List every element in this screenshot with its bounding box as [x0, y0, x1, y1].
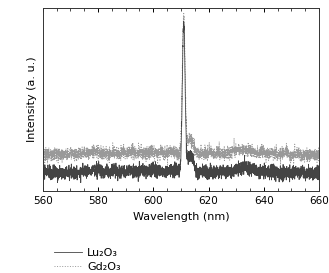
Lu₂O₃ [41, 167, 45, 170]
Lu₂O₃ [159, 173, 163, 177]
Gd₂O₃ [317, 151, 321, 154]
Lu₂O₃ [312, 173, 316, 176]
Gd₂O₃ [165, 163, 169, 167]
Gd₂O₃ [147, 151, 151, 154]
Gd₂O₃ [182, 11, 186, 14]
Gd₂O₃ [72, 153, 76, 156]
Legend: Lu₂O₃, Gd₂O₃: Lu₂O₃, Gd₂O₃ [54, 248, 121, 272]
Line: Gd₂O₃: Gd₂O₃ [43, 12, 319, 165]
Lu₂O₃ [89, 168, 93, 171]
Gd₂O₃ [312, 153, 316, 156]
Gd₂O₃ [89, 150, 93, 153]
Gd₂O₃ [41, 150, 45, 153]
X-axis label: Wavelength (nm): Wavelength (nm) [133, 212, 229, 221]
Lu₂O₃ [79, 181, 83, 184]
Line: Lu₂O₃: Lu₂O₃ [43, 21, 319, 183]
Lu₂O₃ [72, 172, 76, 176]
Gd₂O₃ [159, 150, 163, 153]
Y-axis label: Intensity (a. u.): Intensity (a. u.) [27, 57, 37, 143]
Lu₂O₃ [147, 171, 151, 174]
Lu₂O₃ [282, 168, 286, 171]
Gd₂O₃ [282, 156, 286, 159]
Lu₂O₃ [317, 167, 321, 170]
Lu₂O₃ [182, 19, 186, 23]
